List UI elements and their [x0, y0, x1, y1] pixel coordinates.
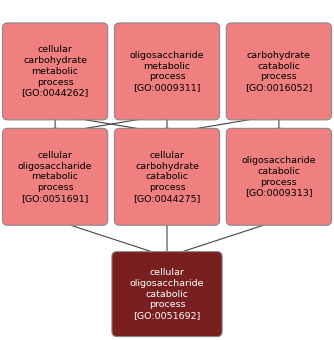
FancyBboxPatch shape: [226, 23, 331, 120]
Text: cellular
carbohydrate
metabolic
process
[GO:0044262]: cellular carbohydrate metabolic process …: [21, 46, 89, 97]
FancyBboxPatch shape: [3, 23, 108, 120]
Text: oligosaccharide
catabolic
process
[GO:0009313]: oligosaccharide catabolic process [GO:00…: [241, 156, 316, 198]
FancyBboxPatch shape: [3, 128, 108, 225]
Text: cellular
carbohydrate
catabolic
process
[GO:0044275]: cellular carbohydrate catabolic process …: [133, 151, 201, 203]
Text: oligosaccharide
metabolic
process
[GO:0009311]: oligosaccharide metabolic process [GO:00…: [130, 51, 204, 92]
Text: cellular
oligosaccharide
catabolic
process
[GO:0051692]: cellular oligosaccharide catabolic proce…: [130, 268, 204, 320]
Text: cellular
oligosaccharide
metabolic
process
[GO:0051691]: cellular oligosaccharide metabolic proce…: [18, 151, 93, 203]
Text: carbohydrate
catabolic
process
[GO:0016052]: carbohydrate catabolic process [GO:00160…: [245, 51, 313, 92]
FancyBboxPatch shape: [226, 128, 331, 225]
FancyBboxPatch shape: [114, 128, 220, 225]
FancyBboxPatch shape: [114, 23, 220, 120]
FancyBboxPatch shape: [112, 252, 222, 337]
